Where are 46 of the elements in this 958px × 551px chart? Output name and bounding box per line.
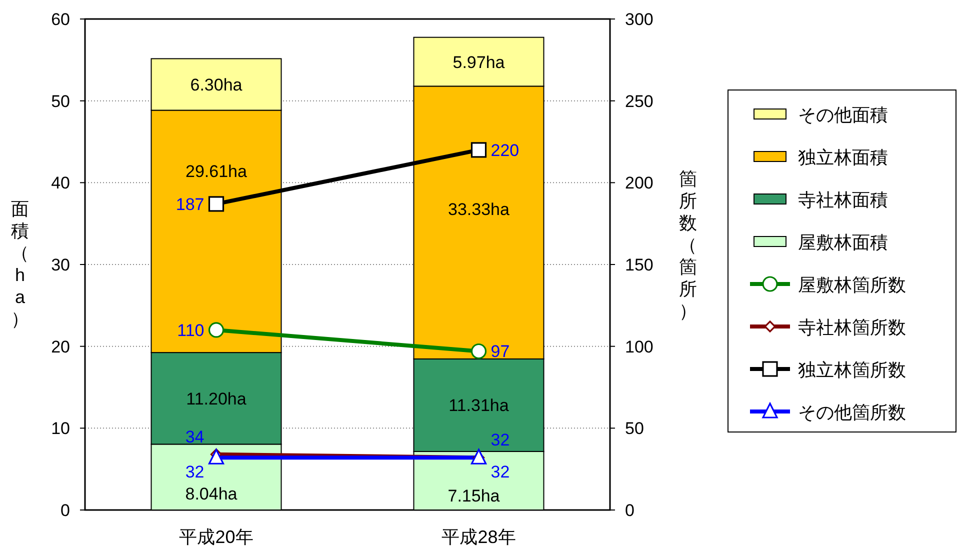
data-label: 110 [177,320,204,340]
data-label: 34 [185,427,204,446]
legend-label: その他箇所数 [798,402,906,422]
data-label: 6.30ha [190,75,243,94]
y2-tick-label: 150 [625,256,654,274]
y-axis-title: 面積（ha） [11,199,29,329]
legend-label: 独立林面積 [798,148,888,168]
y2-tick-label: 100 [625,337,654,356]
data-label: 11.20ha [186,389,247,408]
y-tick-label: 30 [51,256,70,274]
data-label: 5.97ha [452,52,506,72]
y2-tick-label: 50 [625,419,644,438]
y2-tick-label: 300 [625,10,654,29]
data-label: 97 [490,342,510,362]
point [470,343,487,360]
legend-label: その他面積 [798,105,888,125]
y2-tick-label: 0 [625,501,634,520]
legend-label: 寺社林面積 [798,190,888,210]
data-label: 33.33ha [448,200,510,219]
data-label: 220 [490,140,520,160]
y-tick-label: 20 [51,337,70,356]
y2-tick-label: 200 [625,174,654,193]
y-tick-label: 40 [51,174,70,193]
legend-label: 独立林箇所数 [798,360,906,380]
data-label: 11.31ha [448,396,510,416]
data-label: 7.15ha [448,486,500,506]
y2-tick-label: 250 [625,92,654,111]
legend-label: 屋敷林面積 [798,232,888,252]
legend-label: 寺社林箇所数 [798,318,906,338]
point [208,196,224,212]
data-label: 32 [185,462,204,482]
y-tick-label: 60 [51,10,70,29]
x-tick-label: 平成28年 [442,527,516,547]
point [208,322,224,338]
y-tick-label: 50 [51,92,70,111]
data-label: 187 [176,194,204,214]
data-label: 32 [490,462,510,482]
data-label: 29.61ha [186,162,248,181]
x-tick-label: 平成20年 [179,527,254,547]
point [470,142,487,158]
legend-label: 屋敷林箇所数 [798,275,906,295]
y2-axis-title: 箇所数（箇所） [679,169,697,321]
y-tick-label: 0 [60,501,70,520]
data-label: 32 [490,430,510,450]
y-tick-label: 10 [51,419,70,438]
data-label: 8.04ha [185,484,238,504]
